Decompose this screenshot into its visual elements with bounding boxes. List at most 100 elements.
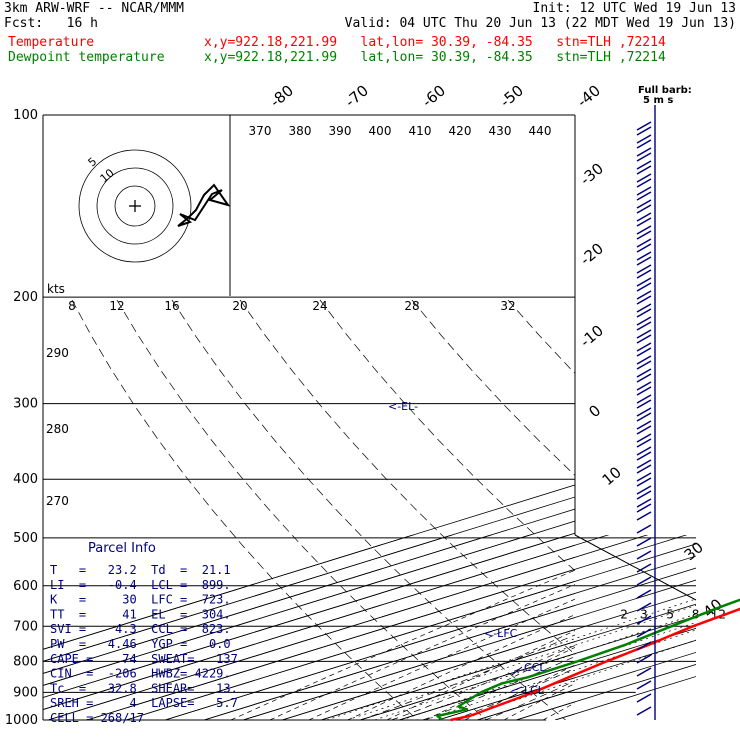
- isotherm-50: [555, 713, 575, 720]
- windspeed-label-16: 16: [164, 299, 179, 313]
- windspeed-curve-5: [411, 299, 575, 476]
- wind-barb-flag: [636, 477, 652, 487]
- windspeed-curve-1: [116, 299, 487, 720]
- dewpoint-location-info: x,y=922.18,221.99 lat,lon= 30.39, -84.35…: [204, 50, 666, 65]
- wind-barb-flag: [636, 550, 652, 560]
- dry-adiabat-260: [308, 598, 575, 720]
- pressure-label-100: 100: [13, 108, 38, 123]
- theta-e-label-280: 280: [46, 422, 69, 436]
- wind-barb-flag: [636, 503, 652, 513]
- wind-barb-flag: [636, 212, 652, 222]
- isotherm-low--40: [204, 567, 696, 720]
- wind-barbs: Full barb:5 m s: [636, 85, 692, 720]
- lfc-level-label: <-LFC: [484, 627, 518, 640]
- wind-barb-flag: [636, 373, 652, 383]
- wind-barb-flag: [636, 256, 652, 266]
- thermo-grid: [42, 114, 740, 721]
- wind-barb-flag: [636, 160, 652, 170]
- hodograph-ring-label-5: 5: [86, 155, 100, 169]
- barb-legend-title: Full barb:: [638, 85, 692, 96]
- pressure-label-200: 200: [13, 290, 38, 305]
- parcel-info-row: T = 23.2 Td = 21.1: [50, 563, 231, 577]
- dry-adiabat-340: [621, 115, 740, 720]
- temp-label-minus40: -40: [574, 81, 604, 111]
- wind-barb-flag: [636, 204, 652, 214]
- parcel-info-row: Tc = 32.8 SHEAR= 13.: [50, 681, 238, 695]
- wind-barb-flag: [636, 308, 652, 318]
- moist-adiabat-24: [453, 667, 575, 720]
- wind-barb-flag: [636, 576, 652, 586]
- parcel-info-row: K = 30 LFC = 723.: [50, 593, 231, 607]
- theta-e-label-290: 290: [46, 346, 69, 360]
- wind-barb-flag: [636, 438, 652, 448]
- wind-barb-flag: [636, 386, 652, 396]
- moist-adiabat-16: [422, 656, 575, 720]
- wind-barb-flag: [636, 407, 652, 417]
- pressure-label-800: 800: [13, 654, 38, 669]
- temperature-legend-label: Temperature: [8, 35, 95, 50]
- wind-barb-flag: [636, 563, 652, 573]
- wind-barb-flag: [636, 295, 652, 305]
- wind-barb-flag: [636, 490, 652, 500]
- theta-e-label-270: 270: [46, 494, 69, 508]
- wind-barb-flag: [636, 360, 652, 370]
- wind-barb-flag: [636, 368, 652, 378]
- pressure-label-500: 500: [13, 531, 38, 546]
- pressure-label-700: 700: [13, 619, 38, 634]
- wind-barb-flag: [636, 641, 652, 651]
- wind-barb-flag: [636, 511, 652, 521]
- temp-label-30: 30: [681, 538, 707, 564]
- mixing-ratio-label-8: 8: [692, 608, 700, 622]
- isotherm-low--120: [43, 535, 493, 674]
- pressure-label-1000: 1000: [5, 713, 38, 728]
- wind-barb-flag: [636, 165, 652, 175]
- hodograph: 510: [78, 149, 231, 263]
- wind-barb-flag: [636, 394, 652, 404]
- wind-barb-flag: [636, 615, 652, 625]
- pressure-label-300: 300: [13, 397, 38, 412]
- wind-barb-flag: [636, 412, 652, 422]
- temp-label-minus70: -70: [342, 81, 372, 111]
- wind-barb-flag: [636, 316, 652, 326]
- wind-barb-flag: [636, 290, 652, 300]
- isotherm-40: [516, 701, 575, 720]
- temp-label-minus10: -10: [577, 321, 607, 351]
- wind-barb-flag: [636, 243, 652, 253]
- wind-barb-flag: [636, 139, 652, 149]
- dry-adiabat-310: [503, 683, 575, 720]
- wind-barb-flag: [636, 602, 652, 612]
- wind-barb-flag: [636, 628, 652, 638]
- wind-barb-flag: [636, 459, 652, 469]
- theta-label-420: 420: [449, 124, 472, 138]
- wind-barb-flag: [636, 524, 652, 534]
- lcl-level-label: LCL: [524, 684, 545, 697]
- isotherm-low--50: [165, 555, 696, 720]
- windspeed-curve-2: [171, 299, 566, 720]
- mixing-ratio-label-5: 5: [666, 608, 674, 622]
- windspeed-curve-3: [239, 299, 575, 655]
- isotherm-low--30: [243, 579, 696, 720]
- lcl-marker: [511, 686, 523, 692]
- model-title: 3km ARW-WRF -- NCAR/MMM: [4, 1, 185, 16]
- parcel-info-title: Parcel Info: [88, 541, 156, 556]
- isotherm-low--80: [48, 535, 649, 720]
- hodograph-ring-2: [78, 149, 192, 263]
- dewpoint-trace: [436, 598, 740, 721]
- theta-label-430: 430: [489, 124, 512, 138]
- wind-barb-flag: [636, 498, 652, 508]
- ccl-level-label: CCL: [524, 661, 546, 674]
- isotherm-low--100: [43, 535, 571, 698]
- windspeed-label-32: 32: [500, 299, 515, 313]
- wind-barb-flag: [636, 680, 652, 690]
- wind-barb-flag: [636, 342, 652, 352]
- wind-barb-flag: [636, 134, 652, 144]
- windspeed-curve-6: [507, 299, 575, 374]
- parcel-info-row: TT = 41 EL = 304.: [50, 607, 231, 621]
- wind-barb-flag: [636, 420, 652, 430]
- isotherm-low--70: [87, 535, 688, 720]
- isotherm-low--110: [43, 535, 532, 686]
- parcel-info-row: SREH = 4 LAPSE= 5.7: [50, 696, 238, 710]
- wind-barb-flag: [636, 264, 652, 274]
- parcel-info-row: SVI = 4.3 CCL = 823.: [50, 622, 231, 636]
- hodograph-ring-label-10: 10: [98, 166, 117, 185]
